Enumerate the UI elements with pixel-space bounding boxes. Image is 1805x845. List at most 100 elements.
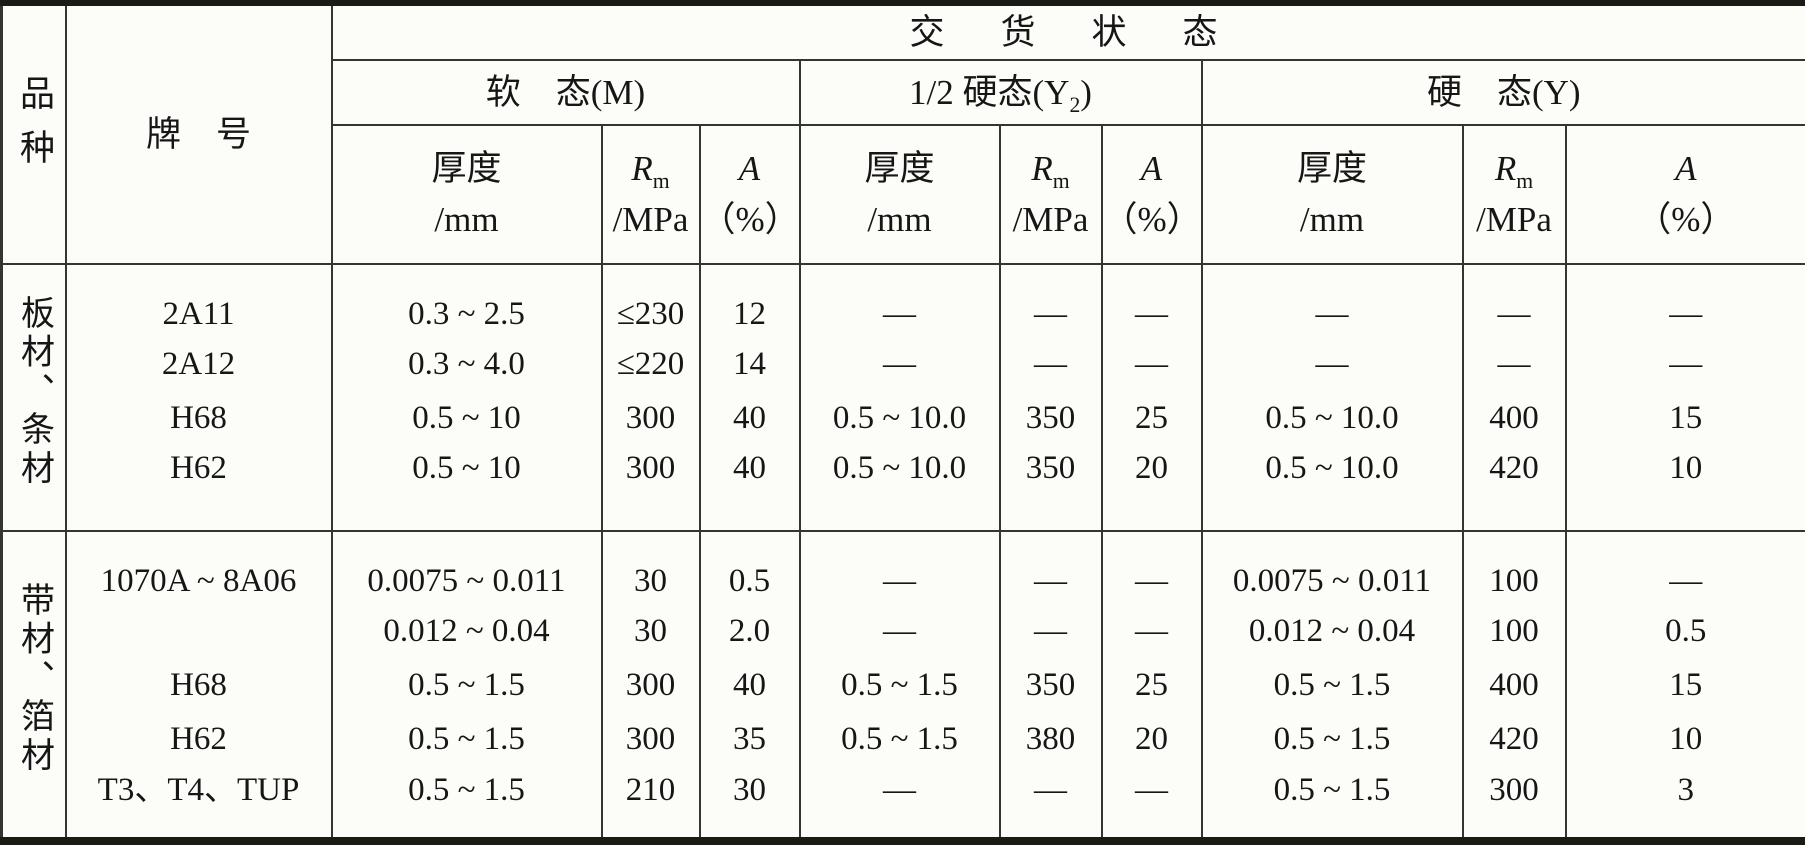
header-product-label: 品种 <box>15 74 54 184</box>
value-cell: — <box>798 766 1001 841</box>
value-cell: 350 <box>998 445 1103 532</box>
state-halfhard-post: ) <box>1080 72 1092 112</box>
value-cell: 20 <box>1100 445 1203 532</box>
table-row: 带材、箔材 1070A ~ 8A06 0.0075 ~ 0.011 30 0.5… <box>0 530 1805 841</box>
a-symbol: A <box>1675 148 1697 188</box>
rm-symbol: R <box>1031 148 1053 188</box>
value-cell: 300 <box>600 712 701 767</box>
table-row: H68 0.5 ~ 10 300 40 0.5 ~ 10.0 350 25 0.… <box>2 391 1805 446</box>
value-cell: 15 <box>1564 391 1805 446</box>
header-a-soft-cell: A （%） <box>698 125 801 265</box>
value-cell: — <box>798 264 1001 337</box>
value-cell: 20 <box>1100 712 1203 767</box>
value-cell: 14 <box>698 336 801 392</box>
value-cell: — <box>1200 264 1464 337</box>
value-cell: — <box>1100 336 1203 392</box>
thickness-label: 厚度 <box>1296 148 1367 188</box>
value-cell: 35 <box>698 712 801 767</box>
a-symbol: A <box>738 148 761 188</box>
value-cell: 300 <box>1461 766 1567 841</box>
a-unit: （%） <box>1636 199 1736 239</box>
value-cell: 12 <box>698 264 801 337</box>
value-cell: 100 <box>1461 530 1567 605</box>
header-thickness-hard-cell: 厚度/mm <box>1200 125 1464 265</box>
value-cell: 420 <box>1461 445 1567 532</box>
value-cell: 400 <box>1461 658 1567 713</box>
value-cell: 0.5 ~ 10 <box>330 391 603 446</box>
grade-cell: H62 <box>64 445 333 532</box>
table-row: 板材、条材 2A11 0.3 ~ 2.5 ≤230 12 — — — — — — <box>0 264 1805 532</box>
value-cell: — <box>1100 530 1203 605</box>
value-cell: — <box>1564 336 1805 392</box>
value-cell: — <box>998 530 1103 605</box>
value-cell: 210 <box>600 766 701 841</box>
table-row: 0.012 ~ 0.04 30 2.0 — — — 0.012 ~ 0.04 1… <box>2 604 1805 659</box>
value-cell: 0.5 ~ 1.5 <box>330 766 603 841</box>
rm-unit: /MPa <box>1476 199 1552 239</box>
value-cell: — <box>1100 766 1203 841</box>
grade-cell <box>64 604 333 659</box>
state-hard-label: 硬 态(Y) <box>1427 72 1581 112</box>
header-row-1: 品种 牌 号 交 货 状 态 <box>0 3 1805 265</box>
value-cell: 420 <box>1461 712 1567 767</box>
value-cell: — <box>1100 264 1203 337</box>
rm-subscript: m <box>652 168 670 193</box>
value-cell: 380 <box>998 712 1103 767</box>
value-cell: 25 <box>1100 391 1203 446</box>
grade-cell: H68 <box>64 391 333 446</box>
value-cell: 300 <box>600 658 701 713</box>
header-product-cell: 品种 <box>0 3 67 265</box>
value-cell: 40 <box>698 391 801 446</box>
value-cell: 40 <box>698 658 801 713</box>
value-cell: 0.5 ~ 1.5 <box>330 658 603 713</box>
value-cell: 15 <box>1564 658 1805 713</box>
value-cell: 0.3 ~ 2.5 <box>330 264 603 337</box>
value-cell: ≤220 <box>600 336 701 392</box>
thickness-unit: /mm <box>434 199 499 239</box>
value-cell: 300 <box>600 391 701 446</box>
header-row-2: 软 态(M) 1/2 硬态(Y2) 硬 态(Y) <box>2 60 1805 126</box>
rm-unit: /MPa <box>612 199 689 239</box>
value-cell: 0.5 <box>698 530 801 605</box>
a-symbol: A <box>1140 148 1163 188</box>
grade-cell: 1070A ~ 8A06 <box>64 530 333 605</box>
value-cell: 0.012 ~ 0.04 <box>1200 604 1464 659</box>
value-cell: — <box>798 604 1001 659</box>
category-cell-strip-foil: 带材、箔材 <box>0 530 67 841</box>
value-cell: — <box>1461 264 1567 337</box>
value-cell: — <box>1564 530 1805 605</box>
header-grade-label: 牌 号 <box>145 114 251 154</box>
category-label: 带材、箔材 <box>15 581 53 776</box>
value-cell: 0.5 ~ 10.0 <box>1200 391 1464 446</box>
state-soft-label: 软 态(M) <box>485 72 646 112</box>
value-cell: — <box>1461 336 1567 392</box>
header-a-halfhard-cell: A （%） <box>1100 125 1203 265</box>
grade-cell: 2A11 <box>64 264 333 337</box>
table-row: H68 0.5 ~ 1.5 300 40 0.5 ~ 1.5 350 25 0.… <box>2 658 1805 713</box>
header-grade-cell: 牌 号 <box>64 3 333 265</box>
value-cell: 10 <box>1564 712 1805 767</box>
value-cell: 2.0 <box>698 604 801 659</box>
value-cell: 0.5 ~ 10.0 <box>1200 445 1464 532</box>
value-cell: 0.5 ~ 1.5 <box>798 658 1001 713</box>
value-cell: 40 <box>698 445 801 532</box>
thickness-unit: /mm <box>867 199 932 239</box>
header-thickness-halfhard-cell: 厚度/mm <box>798 125 1001 265</box>
value-cell: 0.5 ~ 1.5 <box>798 712 1001 767</box>
value-cell: 0.5 ~ 1.5 <box>1200 712 1464 767</box>
header-row-3: 厚度/mm Rm/MPa A （%） 厚度/mm Rm/MPa A （%） 厚度/m… <box>2 125 1805 265</box>
value-cell: 350 <box>998 391 1103 446</box>
grade-cell: 2A12 <box>64 336 333 392</box>
rm-symbol: R <box>631 148 653 188</box>
header-delivery-state-label: 交 货 状 态 <box>909 12 1229 52</box>
value-cell: 100 <box>1461 604 1567 659</box>
header-state-hard-cell: 硬 态(Y) <box>1200 60 1805 126</box>
value-cell: 300 <box>600 445 701 532</box>
rm-subscript: m <box>1516 168 1534 193</box>
category-label: 板材、条材 <box>15 294 53 489</box>
value-cell: 25 <box>1100 658 1203 713</box>
value-cell: — <box>998 604 1103 659</box>
value-cell: 0.5 ~ 10 <box>330 445 603 532</box>
value-cell: ≤230 <box>600 264 701 337</box>
